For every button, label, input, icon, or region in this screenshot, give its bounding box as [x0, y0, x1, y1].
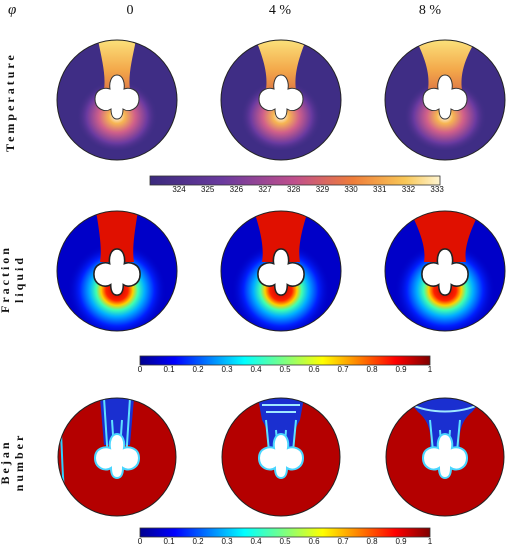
temperature-tick-label: 332 [401, 185, 416, 194]
bejan-tick-label: 0.4 [250, 537, 262, 546]
fraction-tick-label: 0.6 [308, 365, 320, 374]
bejan-tick-label: 0.8 [366, 537, 378, 546]
fraction-contour-phi-0 [57, 211, 177, 331]
fraction-contour-phi-4 [221, 211, 341, 331]
temperature-tick-label: 324 [172, 185, 186, 194]
temperature-contour-phi-0 [57, 40, 177, 160]
temperature-contour-phi-4 [221, 40, 341, 160]
fraction-tick-label: 0.8 [366, 365, 378, 374]
colorbar-fraction-liquid [139, 355, 431, 366]
bejan-tick-label: 0.7 [337, 537, 349, 546]
bejan-contour-phi-8 [386, 398, 504, 516]
bejan-tick-label: 0.6 [308, 537, 320, 546]
bejan-tick-label: 0 [137, 537, 143, 546]
bejan-tick-label: 0.1 [163, 537, 175, 546]
bejan-contour-phi-4 [222, 398, 340, 516]
bejan-tick-label: 0.5 [279, 537, 291, 546]
phi-symbol: φ [8, 2, 17, 18]
column-label-8: 8 % [418, 3, 442, 18]
temperature-tick-label: 328 [287, 185, 301, 194]
fraction-tick-label: 0.4 [250, 365, 262, 374]
fraction-colorbar-ticks: 0 0.1 0.2 0.3 0.4 0.5 0.6 0.7 0.8 0.9 1 [137, 365, 433, 377]
bejan-tick-label: 0.3 [221, 537, 233, 546]
fraction-tick-label: 0.9 [395, 365, 407, 374]
temperature-tick-label: 327 [258, 185, 272, 194]
temperature-tick-label: 330 [344, 185, 358, 194]
fraction-tick-label: 0.3 [221, 365, 233, 374]
column-label-4: 4 % [268, 3, 292, 18]
bejan-tick-label: 1 [427, 537, 433, 546]
fraction-tick-label: 0.7 [337, 365, 349, 374]
fraction-tick-label: 0.2 [192, 365, 204, 374]
bejan-tick-label: 0.2 [192, 537, 204, 546]
temperature-tick-label: 333 [430, 185, 444, 194]
fraction-tick-label: 0.1 [163, 365, 175, 374]
temperature-colorbar-ticks: 324 325 326 327 328 329 330 331 332 333 [150, 185, 444, 197]
colorbar-temperature [149, 175, 441, 186]
bejan-contour-phi-0 [58, 398, 176, 516]
temperature-tick-label: 331 [373, 185, 387, 194]
fraction-contour-phi-8 [385, 211, 505, 331]
column-label-0: 0 [126, 3, 134, 18]
colorbar-bejan-number [139, 527, 431, 538]
temperature-contour-phi-8 [385, 40, 505, 160]
bejan-colorbar-ticks: 0 0.1 0.2 0.3 0.4 0.5 0.6 0.7 0.8 0.9 1 [137, 537, 433, 549]
temperature-tick-label: 325 [200, 185, 215, 194]
fraction-tick-label: 0 [137, 365, 143, 374]
fraction-tick-label: 1 [427, 365, 433, 374]
temperature-tick-label: 326 [229, 185, 244, 194]
bejan-tick-label: 0.9 [395, 537, 407, 546]
fraction-tick-label: 0.5 [279, 365, 291, 374]
temperature-tick-label: 329 [315, 185, 330, 194]
